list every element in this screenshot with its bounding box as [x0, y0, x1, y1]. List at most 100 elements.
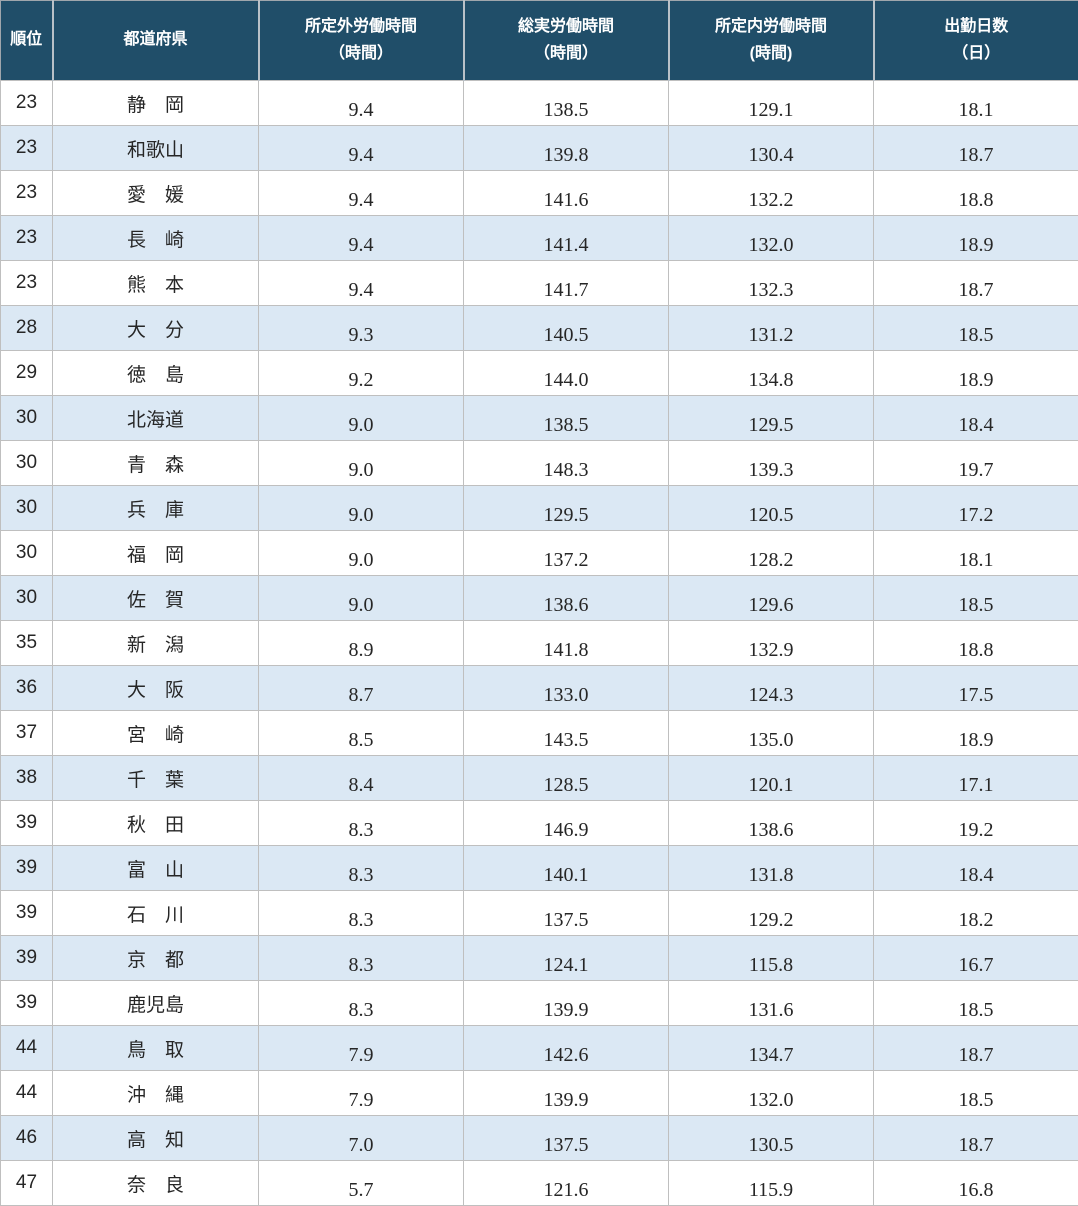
overtime-hours-cell: 8.3	[259, 936, 464, 981]
overtime-hours-cell: 8.5	[259, 711, 464, 756]
scheduled-hours-cell: 131.6	[669, 981, 874, 1026]
work-days-cell: 18.7	[874, 126, 1078, 171]
prefecture-cell: 沖 縄	[53, 1071, 259, 1116]
overtime-hours-cell: 9.4	[259, 261, 464, 306]
scheduled-hours-cell: 132.0	[669, 1071, 874, 1116]
overtime-hours-cell: 7.0	[259, 1116, 464, 1161]
total-hours-cell: 138.5	[464, 81, 669, 126]
work-days-cell: 16.8	[874, 1161, 1078, 1206]
header-overtime-hours: 所定外労働時間 （時間）	[259, 1, 464, 81]
header-scheduled-hours-sublabel: (時間)	[750, 41, 793, 67]
total-hours-cell: 137.2	[464, 531, 669, 576]
rank-cell: 23	[1, 216, 53, 261]
prefecture-cell: 大 分	[53, 306, 259, 351]
overtime-hours-cell: 8.9	[259, 621, 464, 666]
overtime-hours-cell: 8.3	[259, 801, 464, 846]
scheduled-hours-cell: 115.9	[669, 1161, 874, 1206]
total-hours-cell: 121.6	[464, 1161, 669, 1206]
work-days-cell: 18.9	[874, 351, 1078, 396]
scheduled-hours-cell: 138.6	[669, 801, 874, 846]
rank-cell: 30	[1, 531, 53, 576]
overtime-hours-cell: 9.0	[259, 486, 464, 531]
rank-cell: 30	[1, 396, 53, 441]
header-work-days-label: 出勤日数	[944, 14, 1008, 40]
rank-cell: 38	[1, 756, 53, 801]
total-hours-cell: 139.8	[464, 126, 669, 171]
work-days-cell: 18.8	[874, 171, 1078, 216]
work-days-cell: 18.1	[874, 531, 1078, 576]
header-prefecture-label: 都道府県	[123, 27, 187, 53]
overtime-hours-cell: 9.4	[259, 81, 464, 126]
total-hours-cell: 142.6	[464, 1026, 669, 1071]
header-row: 順位 都道府県 所定外労働時間 （時間） 総実労働時間 （時間）	[1, 1, 1078, 81]
prefecture-cell: 福 岡	[53, 531, 259, 576]
header-rank: 順位	[1, 1, 53, 81]
work-days-cell: 18.9	[874, 216, 1078, 261]
work-days-cell: 18.4	[874, 396, 1078, 441]
rank-cell: 23	[1, 126, 53, 171]
header-rank-label: 順位	[10, 27, 42, 53]
scheduled-hours-cell: 132.2	[669, 171, 874, 216]
prefecture-cell: 奈 良	[53, 1161, 259, 1206]
scheduled-hours-cell: 129.1	[669, 81, 874, 126]
work-days-cell: 18.5	[874, 306, 1078, 351]
header-overtime-hours-label: 所定外労働時間	[305, 14, 417, 40]
rank-cell: 46	[1, 1116, 53, 1161]
scheduled-hours-cell: 132.0	[669, 216, 874, 261]
scheduled-hours-cell: 115.8	[669, 936, 874, 981]
header-overtime-hours-sublabel: （時間）	[329, 41, 393, 67]
prefecture-cell: 愛 媛	[53, 171, 259, 216]
scheduled-hours-cell: 134.8	[669, 351, 874, 396]
total-hours-cell: 139.9	[464, 981, 669, 1026]
rank-cell: 44	[1, 1026, 53, 1071]
overtime-hours-cell: 9.2	[259, 351, 464, 396]
scheduled-hours-cell: 135.0	[669, 711, 874, 756]
total-hours-cell: 141.6	[464, 171, 669, 216]
table-header: 順位 都道府県 所定外労働時間 （時間） 総実労働時間 （時間）	[1, 1, 1078, 81]
work-days-cell: 18.8	[874, 621, 1078, 666]
total-hours-cell: 140.5	[464, 306, 669, 351]
prefecture-cell: 宮 崎	[53, 711, 259, 756]
prefecture-cell: 大 阪	[53, 666, 259, 711]
overtime-hours-cell: 9.0	[259, 576, 464, 621]
overtime-hours-cell: 7.9	[259, 1071, 464, 1116]
rank-cell: 23	[1, 171, 53, 216]
rank-cell: 44	[1, 1071, 53, 1116]
work-days-cell: 17.2	[874, 486, 1078, 531]
prefecture-cell: 京 都	[53, 936, 259, 981]
prefecture-cell: 秋 田	[53, 801, 259, 846]
prefecture-cell: 長 崎	[53, 216, 259, 261]
overtime-hours-cell: 9.0	[259, 531, 464, 576]
rank-cell: 23	[1, 261, 53, 306]
total-hours-cell: 140.1	[464, 846, 669, 891]
total-hours-cell: 141.7	[464, 261, 669, 306]
rank-cell: 39	[1, 846, 53, 891]
prefecture-cell: 静 岡	[53, 81, 259, 126]
header-scheduled-hours-label: 所定内労働時間	[715, 14, 827, 40]
rank-cell: 30	[1, 576, 53, 621]
work-days-cell: 18.7	[874, 1116, 1078, 1161]
work-days-cell: 18.4	[874, 846, 1078, 891]
header-total-hours: 総実労働時間 （時間）	[464, 1, 669, 81]
header-total-hours-sublabel: （時間）	[534, 41, 598, 67]
prefecture-cell: 千 葉	[53, 756, 259, 801]
rank-cell: 39	[1, 936, 53, 981]
scheduled-hours-cell: 124.3	[669, 666, 874, 711]
work-days-cell: 17.5	[874, 666, 1078, 711]
overtime-hours-cell: 8.3	[259, 846, 464, 891]
total-hours-cell: 148.3	[464, 441, 669, 486]
total-hours-cell: 133.0	[464, 666, 669, 711]
total-hours-cell: 124.1	[464, 936, 669, 981]
scheduled-hours-cell: 130.5	[669, 1116, 874, 1161]
